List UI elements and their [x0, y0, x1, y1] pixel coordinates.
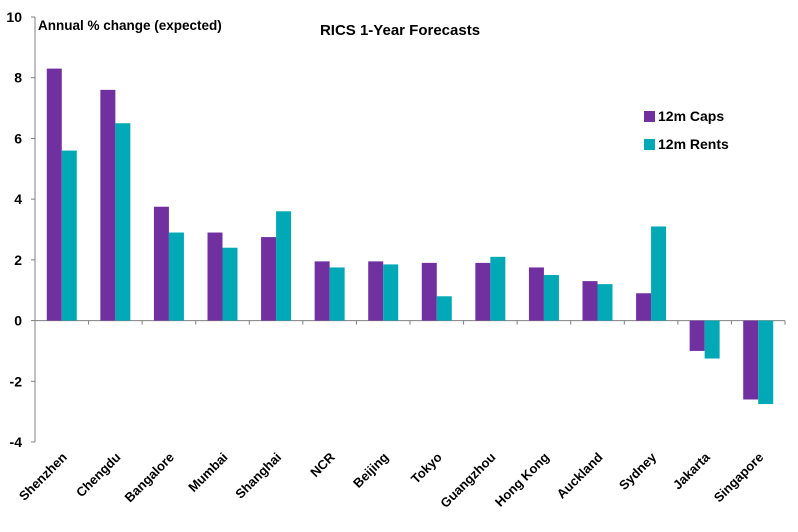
x-tick-label: Singapore	[711, 450, 767, 506]
bar-caps	[261, 237, 277, 321]
bar-rents	[276, 211, 292, 321]
x-tick-label: Jakarta	[670, 449, 713, 492]
bar-caps	[689, 320, 705, 351]
y-tick-label: -4	[10, 434, 23, 450]
y-tick-label: 6	[14, 130, 22, 146]
y-tick-label: 10	[6, 9, 22, 25]
bar-caps	[368, 261, 384, 321]
bar-caps	[421, 262, 437, 321]
y-tick-label: 0	[14, 313, 22, 329]
legend-label-rents: 12m Rents	[658, 136, 729, 152]
y-tick-label: -2	[10, 373, 23, 389]
bar-rents	[597, 284, 613, 321]
bars	[46, 68, 786, 405]
chart-title: RICS 1-Year Forecasts	[320, 22, 480, 39]
x-tick-label: Sydney	[616, 449, 660, 493]
x-tick-label: Tokyo	[408, 449, 445, 486]
x-tick-label: Hong Kong	[492, 449, 552, 509]
x-tick-label: Shenzhen	[16, 449, 70, 503]
legend-swatch-rents	[644, 139, 655, 150]
bar-rents	[704, 320, 720, 359]
bar-caps	[528, 267, 544, 321]
bar-rents	[651, 226, 667, 321]
axes	[34, 17, 785, 442]
bar-caps	[100, 89, 116, 321]
y-tick-label: 4	[14, 191, 22, 207]
bar-rents	[490, 256, 506, 321]
x-tick-label: Mumbai	[185, 450, 230, 495]
bar-caps	[314, 261, 330, 321]
y-tick-label: 2	[14, 252, 22, 268]
bar-caps	[743, 320, 759, 400]
bar-caps	[636, 293, 652, 321]
legend: 12m Caps 12m Rents	[644, 108, 729, 152]
bar-rents	[383, 264, 399, 321]
x-tick-label: Beijing	[350, 449, 391, 490]
x-tick-label: NCR	[307, 449, 338, 480]
y-ticks: 10 8 6 4 2 0 -2 -4	[6, 9, 35, 450]
bar-rents	[222, 247, 238, 321]
x-tick-label: Guangzhou	[437, 449, 498, 510]
bar-caps	[207, 232, 223, 321]
bar-caps	[475, 262, 491, 321]
x-tick-label: Bangalore	[121, 450, 177, 506]
bar-caps	[46, 68, 62, 321]
x-tick-label: Auckland	[554, 449, 606, 501]
x-tick-label: Chengdu	[73, 449, 123, 499]
bar-rents	[61, 150, 77, 321]
legend-label-caps: 12m Caps	[658, 108, 724, 124]
bar-rents	[543, 275, 559, 321]
bar-rents	[436, 296, 452, 321]
legend-swatch-caps	[644, 111, 655, 122]
bar-rents	[329, 267, 345, 321]
bar-caps	[153, 206, 169, 321]
y-axis-label: Annual % change (expected)	[38, 18, 222, 33]
bar-caps	[582, 281, 598, 321]
bar-rents	[168, 232, 184, 321]
bar-rents	[758, 320, 774, 405]
y-tick-label: 8	[14, 70, 22, 86]
x-tick-label: Shanghai	[232, 450, 284, 502]
bar-rents	[115, 123, 131, 321]
